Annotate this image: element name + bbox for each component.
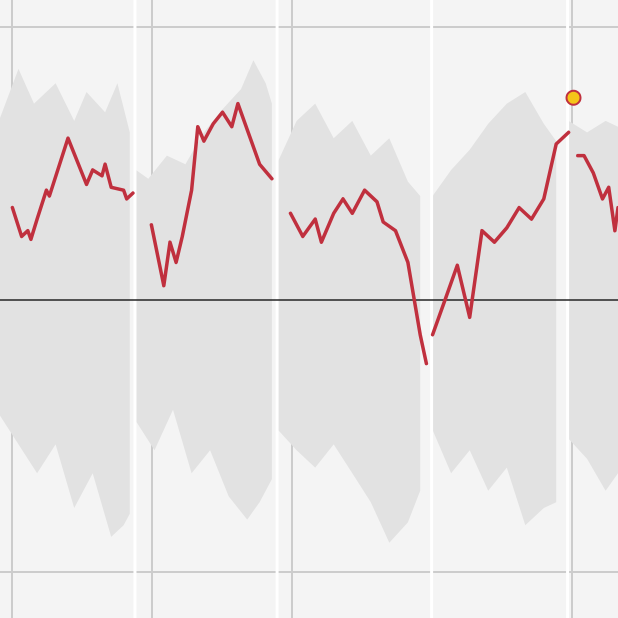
range-band: [432, 92, 557, 526]
highlight-markers: [565, 89, 582, 106]
series-line: [10, 136, 135, 242]
range-band: [0, 68, 130, 537]
series-line: [430, 130, 571, 337]
range-band: [136, 60, 272, 520]
highlight-point-marker: [565, 89, 582, 106]
series-line: [288, 188, 429, 366]
range-band: [278, 103, 421, 543]
series-line: [576, 153, 618, 233]
series-line: [149, 101, 274, 288]
range-band: [568, 120, 618, 491]
series-lines: [10, 101, 618, 366]
range-bands: [0, 60, 618, 543]
